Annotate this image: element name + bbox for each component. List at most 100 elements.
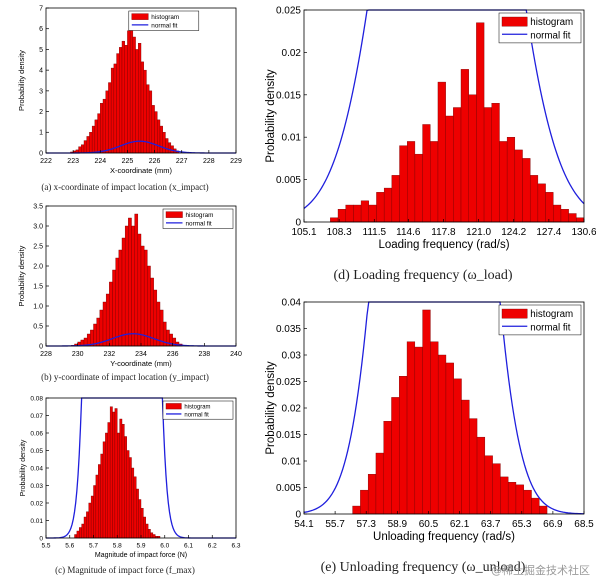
y-tick-label: 2.0: [33, 263, 43, 270]
legend-swatch-histogram: [131, 13, 149, 20]
panel-a: 222 223 224 225 226 227 228 229 0 1 2 3 4 5 6 7 X-coordi…: [0, 0, 250, 200]
histogram-bar: [95, 474, 99, 539]
histogram-bar: [128, 217, 132, 347]
histogram-bars: [352, 309, 548, 515]
x-tick-label: 223: [67, 158, 79, 165]
histogram-bar: [367, 474, 377, 515]
x-tick-label: 68.5: [574, 519, 594, 530]
histogram-bar: [140, 61, 144, 154]
x-tick-label: 121.0: [466, 227, 491, 238]
histogram-bar: [113, 63, 117, 154]
x-tick-label: 55.7: [325, 519, 345, 530]
x-tick-label: 127.4: [536, 227, 561, 238]
histogram-bar: [138, 43, 142, 154]
histogram-bar: [151, 105, 155, 154]
histogram-bar: [102, 301, 107, 347]
histogram-bar: [145, 523, 149, 539]
histogram-bar: [469, 418, 478, 515]
histogram-bar: [112, 269, 116, 347]
histogram-bar: [129, 20, 134, 154]
histogram-bar: [83, 140, 87, 154]
histogram-bar: [74, 534, 78, 539]
histogram-bar: [147, 529, 151, 539]
histogram-bar: [523, 489, 532, 515]
histogram-bar: [167, 142, 172, 154]
y-tick-label: 0.035: [276, 324, 301, 335]
histogram-bar: [537, 183, 546, 223]
x-tick-label: 5.9: [136, 543, 145, 550]
y-axis: 0 0.01 0.02 0.03 0.04 0.05 0.06 0.07 0.08: [30, 395, 49, 542]
histogram-bar: [96, 317, 101, 347]
x-tick-label: 232: [103, 351, 115, 358]
histogram-bar: [81, 144, 85, 154]
histogram-bar: [140, 245, 145, 347]
x-axis-label: X-coordinate (mm): [110, 166, 173, 175]
x-tick-label: 5.5: [41, 543, 50, 550]
y-tick-label: 0: [39, 343, 43, 350]
histogram-bar: [157, 119, 161, 154]
histogram-bar: [124, 225, 129, 347]
histogram-bar: [109, 406, 113, 539]
legend-swatch-histogram: [165, 211, 183, 218]
histogram-bar: [110, 67, 115, 154]
chart-a-plot: 222 223 224 225 226 227 228 229 0 1 2 3 4 5 6 7 X-coordi…: [17, 5, 242, 175]
x-tick-label: 130.6: [571, 227, 596, 238]
x-axis-label: Loading frequency (rad/s): [378, 239, 509, 251]
histogram-bar: [515, 484, 524, 515]
x-tick-label: 60.5: [419, 519, 439, 530]
histogram-bar: [81, 523, 85, 539]
histogram-bar: [545, 192, 554, 223]
legend-swatch-histogram: [165, 403, 182, 410]
histogram-bar: [132, 36, 136, 154]
x-tick-label: 236: [167, 351, 179, 358]
histogram-bar: [484, 455, 493, 515]
histogram-bar: [476, 436, 486, 515]
histogram-bar: [100, 453, 104, 539]
histogram-bar: [399, 375, 408, 515]
x-tick-label: 238: [198, 351, 210, 358]
y-axis-label: Probability density: [265, 361, 277, 455]
y-axis-label: Probability density: [265, 69, 277, 163]
chart-e-plot: 54.1 55.7 57.3 58.9 60.5 62.1 63.7 65.3 66.9 68.5…: [265, 298, 594, 544]
y-tick-label: 0: [295, 218, 301, 229]
panel-b: 228 230 232 234 236 238 240 0 0.5 1.0 1.5 2.0 2.5 3.0…: [0, 200, 250, 390]
y-tick-label: 0.025: [276, 6, 301, 17]
y-tick-label: 0.015: [276, 90, 301, 101]
histogram-bar: [105, 90, 109, 154]
histogram-bar: [118, 249, 123, 347]
histogram-bar: [514, 149, 523, 223]
histogram-bar: [422, 309, 431, 515]
histogram-bar: [127, 30, 131, 154]
histogram-bar: [83, 516, 87, 539]
histogram-bar: [531, 497, 540, 515]
histogram-bar: [143, 249, 148, 347]
histogram-bar: [88, 502, 92, 539]
histogram-bar: [560, 209, 569, 223]
x-tick-label: 225: [122, 158, 134, 165]
x-axis: 228 230 232 234 236 238 240: [40, 343, 242, 358]
histogram-bar: [124, 436, 127, 539]
y-axis: 0 0.005 0.01 0.015 0.02 0.025 0.03 0.035 0.04: [276, 298, 307, 521]
y-tick-label: 0.015: [276, 430, 301, 441]
y-tick-label: 0: [39, 535, 43, 542]
x-tick-label: 66.9: [543, 519, 563, 530]
x-tick-label: 54.1: [294, 519, 314, 530]
y-tick-label: 1.5: [33, 283, 43, 290]
histogram-bar: [150, 532, 154, 539]
histogram-bar: [112, 411, 116, 539]
axes-frame: [303, 9, 585, 223]
x-tick-label: 124.2: [501, 227, 526, 238]
x-tick-label: 105.1: [291, 227, 316, 238]
x-tick-label: 114.6: [396, 227, 421, 238]
x-tick-label: 62.1: [450, 519, 470, 530]
histogram-bar: [360, 489, 369, 515]
y-tick-label: 0.5: [33, 323, 43, 330]
y-axis-label: Probability density: [20, 439, 27, 496]
histogram-bar: [105, 293, 110, 347]
histogram-bar: [165, 138, 169, 154]
histogram-bar: [407, 141, 416, 223]
y-tick-label: 0.08: [30, 395, 43, 402]
histogram-bar: [453, 107, 462, 223]
x-tick-label: 58.9: [388, 519, 408, 530]
legend: histogram normal fit: [162, 208, 234, 229]
